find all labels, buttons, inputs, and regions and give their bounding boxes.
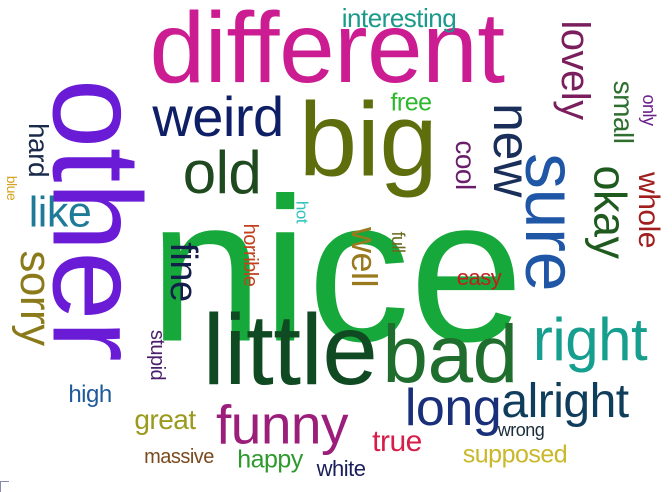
- word-white: white: [316, 456, 366, 481]
- word-hard: hard: [23, 122, 54, 178]
- word-funny: funny: [215, 393, 349, 456]
- word-easy: easy: [456, 265, 502, 290]
- word-sorry: sorry: [11, 250, 60, 346]
- word-okay: okay: [584, 165, 636, 259]
- word-supposed: supposed: [462, 440, 568, 469]
- word-true: true: [372, 425, 422, 458]
- word-long: long: [404, 379, 502, 437]
- word-full: full: [388, 231, 408, 253]
- word-big: big: [298, 81, 438, 199]
- word-alright: alright: [501, 375, 629, 428]
- word-bad: bad: [382, 309, 518, 400]
- word-high: high: [68, 381, 112, 408]
- word-blue: blue: [4, 175, 20, 201]
- word-weird: weird: [152, 85, 284, 148]
- word-right: right: [532, 306, 648, 373]
- word-small: small: [608, 80, 639, 144]
- word-wrong: wrong: [497, 420, 545, 440]
- word-different: different: [149, 0, 505, 104]
- word-free: free: [390, 88, 432, 117]
- word-interesting: interesting: [341, 3, 457, 33]
- word-horrible: horrible: [239, 223, 261, 287]
- word-well: well: [344, 226, 385, 288]
- corner-mark: [0, 481, 9, 492]
- word-happy: happy: [237, 445, 303, 474]
- word-lovely: lovely: [553, 20, 597, 120]
- word-cool: cool: [450, 140, 481, 190]
- word-like: like: [28, 188, 92, 237]
- word-massive: massive: [144, 446, 214, 468]
- word-hot: hot: [292, 200, 312, 224]
- word-fine: fine: [162, 242, 204, 302]
- word-nice: nice: [148, 155, 524, 385]
- word-old: old: [182, 139, 262, 206]
- word-only: only: [639, 94, 659, 126]
- word-new: new: [482, 103, 540, 197]
- word-great: great: [134, 404, 196, 435]
- word-little: little: [202, 294, 378, 406]
- word-stupid: stupid: [146, 329, 168, 381]
- word-whole: whole: [632, 172, 665, 248]
